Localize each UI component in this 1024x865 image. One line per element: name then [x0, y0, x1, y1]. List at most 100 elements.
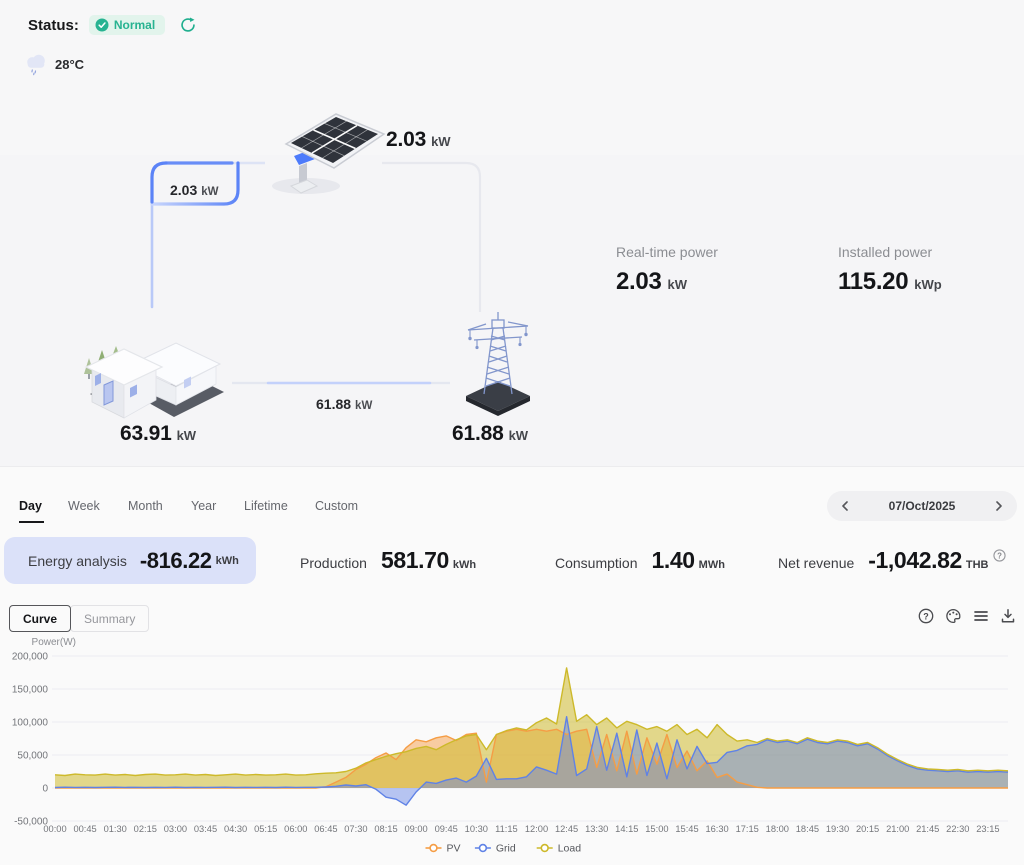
net-revenue-metric: Net revenue -1,042.82 THB ? [778, 547, 1007, 574]
status-label: Status: [28, 16, 79, 34]
installed-power-unit: kWp [914, 277, 942, 292]
consumption-metric: Consumption 1.40 MWh [555, 547, 725, 574]
x-tick-label: 19:30 [826, 824, 849, 834]
installed-power-stat: Installed power 115.20 kWp [838, 244, 942, 296]
y-tick-label: 200,000 [12, 652, 49, 663]
x-tick-label: 07:30 [344, 824, 367, 834]
energy-analysis-label: Energy analysis [28, 552, 127, 569]
theme-palette-icon[interactable] [945, 608, 962, 624]
legend-item-grid[interactable]: Grid [474, 843, 516, 855]
x-tick-label: 16:30 [705, 824, 728, 834]
chevron-left-icon[interactable] [840, 500, 850, 512]
tab-lifetime[interactable]: Lifetime [244, 499, 288, 513]
x-tick-label: 00:45 [73, 824, 96, 834]
realtime-power-value: 2.03 [616, 268, 662, 295]
pv-to-load-value: 2.03 kW [170, 182, 219, 198]
x-tick-label: 20:15 [856, 824, 879, 834]
consumption-label: Consumption [555, 555, 638, 571]
x-tick-label: 05:15 [254, 824, 277, 834]
energy-analysis-unit: kWh [215, 554, 239, 567]
realtime-power-label: Real-time power [616, 244, 718, 260]
hero-top-strip [0, 0, 1024, 155]
x-tick-label: 00:00 [43, 824, 66, 834]
x-tick-label: 13:30 [585, 824, 608, 834]
x-tick-label: 03:45 [194, 824, 217, 834]
help-icon[interactable]: ? [918, 608, 934, 624]
x-tick-label: 01:30 [104, 824, 127, 834]
x-tick-label: 18:00 [766, 824, 789, 834]
date-value: 07/Oct/2025 [888, 499, 956, 513]
y-tick-label: -50,000 [14, 817, 48, 828]
production-unit: kWh [452, 559, 477, 571]
load-to-grid-value: 61.88 kW [316, 396, 373, 412]
installed-power-value: 115.20 [838, 268, 909, 295]
status-row: Status: Normal [28, 15, 197, 35]
y-tick-label: 150,000 [12, 685, 49, 696]
x-tick-label: 10:30 [465, 824, 488, 834]
status-badge: Normal [88, 15, 166, 35]
realtime-power-unit: kW [667, 277, 688, 292]
series-area-load [55, 667, 1008, 788]
consumption-value: 1.40 [651, 547, 696, 573]
x-tick-label: 06:45 [314, 824, 337, 834]
x-tick-label: 09:00 [404, 824, 427, 834]
chevron-right-icon[interactable] [994, 500, 1004, 512]
net-revenue-help-icon[interactable]: ? [993, 549, 1007, 567]
svg-text:Load: Load [558, 843, 582, 855]
tab-year[interactable]: Year [191, 499, 217, 513]
net-revenue-label: Net revenue [778, 555, 855, 571]
menu-icon[interactable] [973, 608, 989, 624]
svg-text:Grid: Grid [496, 843, 516, 855]
power-chart[interactable]: 200,000 150,000 100,000 50,000 0 -50,000 Power… [0, 635, 1024, 865]
download-icon[interactable] [1000, 608, 1016, 624]
svg-text:?: ? [998, 551, 1003, 560]
series-area-grid [55, 716, 1008, 806]
house-icon [70, 310, 234, 427]
consumption-unit: MWh [698, 559, 725, 571]
energy-analysis-card[interactable]: Energy analysis -816.22 kWh [4, 537, 256, 584]
x-tick-label: 08:15 [374, 824, 397, 834]
pv-output-value: 2.03 kW [386, 128, 451, 151]
check-circle-icon [95, 18, 109, 32]
x-tick-label: 18:45 [796, 824, 819, 834]
realtime-power-stat: Real-time power 2.03 kW [616, 244, 718, 296]
load-power-value: 63.91 kW [120, 422, 197, 445]
x-tick-label: 04:30 [224, 824, 247, 834]
y-tick-label: 100,000 [12, 718, 49, 729]
legend-item-load[interactable]: Load [536, 843, 582, 855]
x-tick-label: 03:00 [164, 824, 187, 834]
legend-item-pv[interactable]: PV [425, 843, 461, 855]
summary-tab[interactable]: Summary [70, 605, 150, 632]
chart-toolbar: ? [918, 608, 1016, 624]
x-tick-label: 23:15 [976, 824, 999, 834]
x-tick-label: 02:15 [134, 824, 157, 834]
x-tick-label: 09:45 [435, 824, 458, 834]
refresh-icon[interactable] [179, 16, 197, 34]
x-tick-label: 14:15 [615, 824, 638, 834]
date-picker[interactable]: 07/Oct/2025 [827, 491, 1017, 521]
installed-power-label: Installed power [838, 244, 933, 260]
tab-week[interactable]: Week [68, 499, 100, 513]
curve-tab[interactable]: Curve [9, 605, 72, 632]
y-tick-label: 50,000 [17, 751, 48, 762]
y-axis-title: Power(W) [32, 637, 76, 648]
x-tick-label: 21:45 [916, 824, 939, 834]
net-revenue-unit: THB [965, 559, 989, 571]
x-tick-label: 22:30 [946, 824, 969, 834]
x-tick-label: 12:45 [555, 824, 578, 834]
status-badge-text: Normal [113, 18, 156, 32]
overview-section: Status: Normal [0, 0, 1024, 445]
grid-tower-icon [446, 300, 550, 423]
svg-text:PV: PV [447, 843, 461, 855]
production-value: 581.70 [380, 547, 449, 573]
x-tick-label: 11:15 [495, 824, 518, 834]
energy-analysis-value: -816.22 [139, 547, 212, 573]
x-tick-label: 15:00 [645, 824, 668, 834]
tab-day[interactable]: Day [19, 499, 44, 523]
x-tick-label: 21:00 [886, 824, 909, 834]
solar-panel-icon [258, 106, 392, 209]
y-tick-label: 0 [42, 784, 48, 795]
temperature-value: 28°C [55, 56, 85, 72]
tab-month[interactable]: Month [128, 499, 163, 513]
tab-custom[interactable]: Custom [315, 499, 359, 513]
